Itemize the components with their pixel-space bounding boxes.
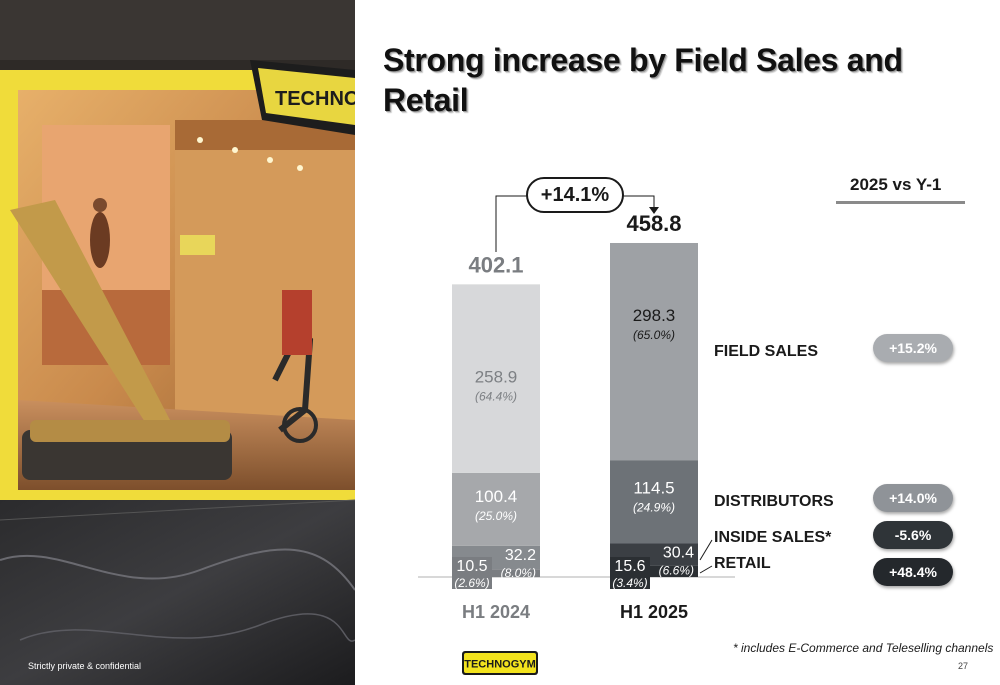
value-label: 114.5 xyxy=(633,478,674,497)
bar-distributors-2024 xyxy=(452,472,540,546)
slide-title: Strong increase by Field Sales and Retai… xyxy=(383,42,903,118)
share-label: (24.9%) xyxy=(633,500,675,514)
x-tick-label: H1 2025 xyxy=(620,602,688,622)
growth-pill-retail: +48.4% xyxy=(873,558,953,586)
growth-pill-inside-sales: -5.6% xyxy=(873,521,953,549)
share-label: (64.4%) xyxy=(475,389,517,403)
bar-retail-2024 xyxy=(452,569,540,577)
comparison-underline xyxy=(836,201,965,204)
technogym-logo: TECHNOGYM xyxy=(462,651,538,675)
growth-arrowhead xyxy=(649,207,659,214)
value-label: 298.3 xyxy=(633,306,676,325)
bar-total-label: 402.1 xyxy=(468,252,523,277)
share-label: (2.6%) xyxy=(454,576,489,590)
value-label: 15.6 xyxy=(614,558,645,575)
total-growth-bubble: +14.1% xyxy=(526,177,624,213)
label-distributors: DISTRIBUTORS xyxy=(714,493,834,510)
value-label: 30.4 xyxy=(663,545,694,562)
confidential-note: Strictly private & confidential xyxy=(28,661,142,671)
page-number: 27 xyxy=(958,661,969,671)
share-label: (8.0%) xyxy=(501,566,536,580)
leader-retail xyxy=(699,565,713,574)
growth-pill-field-sales: +15.2% xyxy=(873,334,953,362)
bar-field-sales-2025 xyxy=(610,242,698,461)
bar-retail-2025 xyxy=(610,565,698,577)
bar-distributors-2025 xyxy=(610,460,698,544)
bar-total-label: 458.8 xyxy=(626,211,681,236)
growth-connector-right xyxy=(623,195,655,208)
label-inside-sales: INSIDE SALES* xyxy=(714,529,832,546)
share-label: (65.0%) xyxy=(633,328,675,342)
showroom-illustration: TECHNOGYM xyxy=(0,0,355,685)
value-label: 32.2 xyxy=(505,547,536,564)
share-label: (25.0%) xyxy=(475,509,517,523)
svg-text:TECHNOGYM: TECHNOGYM xyxy=(464,659,536,671)
footnote: * includes E-Commerce and Teleselling ch… xyxy=(733,641,994,655)
bar-field-sales-2024 xyxy=(452,284,540,473)
value-label: 10.5 xyxy=(456,558,487,575)
growth-connector-left xyxy=(495,195,527,252)
value-label: 100.4 xyxy=(475,487,518,506)
retail-label-box xyxy=(452,557,492,589)
share-label: (3.4%) xyxy=(612,576,647,590)
leader-inside-sales xyxy=(699,539,713,561)
label-field-sales: FIELD SALES xyxy=(714,343,819,360)
label-retail: RETAIL xyxy=(714,555,771,572)
comparison-header: 2025 vs Y-1 xyxy=(850,175,942,194)
value-label: 258.9 xyxy=(475,367,518,386)
retail-label-box xyxy=(610,557,650,589)
growth-pill-distributors: +14.0% xyxy=(873,484,953,512)
showroom-photo: TECHNOGYM Strictly private & confidentia… xyxy=(0,0,355,685)
x-tick-label: H1 2024 xyxy=(462,602,530,622)
sign-logo-text: TECHNOGYM xyxy=(275,88,355,110)
share-label: (6.6%) xyxy=(659,564,694,578)
